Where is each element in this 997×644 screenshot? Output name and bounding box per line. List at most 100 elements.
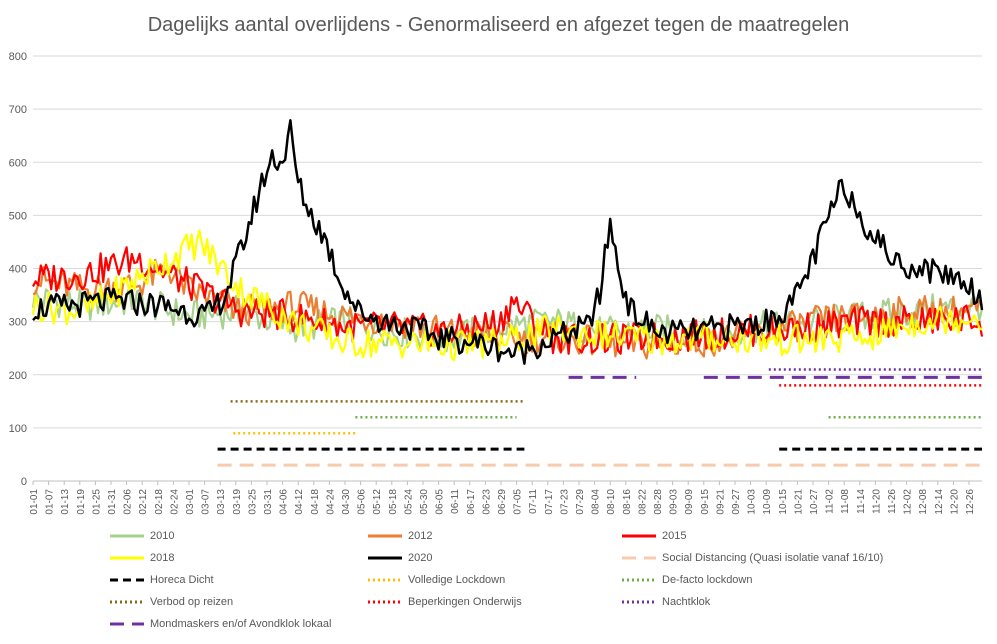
y-tick-label: 400 — [9, 264, 27, 276]
legend-swatch — [110, 534, 144, 538]
legend-item: 2018 — [110, 548, 174, 568]
x-tick-label: 12-14 — [934, 489, 945, 515]
x-tick-label: 10-27 — [809, 489, 820, 515]
x-tick-label: 08-28 — [653, 489, 664, 515]
x-tick-label: 05-12 — [372, 489, 383, 515]
y-axis: 0 100 200 300 400 500 600 700 800 — [9, 51, 27, 488]
x-tick-label: 07-29 — [575, 489, 586, 515]
x-tick-label: 01-31 — [107, 489, 118, 515]
x-tick-label: 10-09 — [762, 489, 773, 515]
legend-item: 2012 — [368, 526, 432, 546]
x-tick-label: 07-17 — [544, 489, 555, 515]
x-tick-label: 04-30 — [341, 489, 352, 515]
legend-swatch — [368, 556, 402, 560]
x-tick-label: 04-18 — [310, 489, 321, 515]
x-tick-label: 06-17 — [466, 489, 477, 515]
x-tick-label: 09-09 — [684, 489, 695, 515]
x-tick-label: 03-31 — [263, 489, 274, 515]
y-tick-label: 100 — [9, 423, 27, 435]
x-tick-label: 03-01 — [185, 489, 196, 515]
legend-swatch — [368, 534, 402, 538]
x-tick-label: 08-22 — [637, 489, 648, 515]
legend-item: 2015 — [622, 526, 686, 546]
x-tick-label: 06-29 — [497, 489, 508, 515]
measure-lines — [217, 368, 982, 467]
x-tick-label: 07-23 — [559, 489, 570, 515]
series-line-2015 — [32, 246, 984, 355]
legend-label: Mondmaskers en/of Avondklok lokaal — [150, 618, 332, 630]
legend-item: Nachtklok — [622, 592, 710, 612]
x-tick-label: 09-03 — [669, 489, 680, 515]
legend-item: Horeca Dicht — [110, 570, 214, 590]
x-tick-label: 01-01 — [29, 489, 40, 515]
legend-label: Horeca Dicht — [150, 574, 214, 586]
x-tick-label: 09-15 — [700, 489, 711, 515]
legend-label: 2020 — [408, 552, 433, 564]
x-tick-label: 08-16 — [622, 489, 633, 515]
x-tick-label: 11-20 — [871, 489, 882, 514]
x-tick-label: 01-19 — [76, 489, 87, 515]
x-tick-label: 08-04 — [591, 489, 602, 515]
x-tick-label: 05-24 — [403, 489, 414, 515]
x-tick-label: 04-24 — [325, 489, 336, 515]
legend-label: 2015 — [662, 530, 687, 542]
legend-label: Nachtklok — [662, 596, 711, 608]
legend-swatch — [110, 622, 144, 626]
series-line-2018 — [31, 229, 983, 362]
x-tick-label: 09-21 — [715, 489, 726, 515]
legend-label: Verbod op reizen — [150, 596, 234, 608]
legend-item: Volledige Lockdown — [368, 570, 505, 590]
x-tick-label: 11-26 — [887, 489, 898, 514]
series-line-2020 — [32, 119, 984, 365]
x-tick-label: 03-13 — [216, 489, 227, 515]
legend-label: Social Distancing (Quasi isolatie vanaf … — [662, 552, 884, 564]
y-tick-label: 300 — [9, 317, 27, 329]
y-tick-label: 700 — [9, 104, 27, 116]
x-tick-label: 12-26 — [965, 489, 976, 515]
legend-label: 2010 — [150, 530, 175, 542]
x-tick-label: 02-12 — [138, 489, 149, 515]
legend-item: De-facto lockdown — [622, 570, 753, 590]
y-tick-label: 0 — [21, 476, 27, 488]
legend-item: 2010 — [110, 526, 174, 546]
x-tick-label: 01-13 — [60, 489, 71, 515]
x-tick-label: 05-30 — [419, 489, 430, 515]
legend-swatch — [622, 578, 656, 582]
x-tick-label: 06-11 — [450, 489, 461, 514]
legend-swatch — [368, 578, 402, 582]
x-tick-label: 10-03 — [747, 489, 758, 515]
x-tick-label: 07-11 — [528, 489, 539, 514]
x-tick-label: 06-23 — [481, 489, 492, 515]
legend-swatch — [110, 578, 144, 582]
x-tick-label: 09-27 — [731, 489, 742, 515]
x-tick-label: 12-20 — [949, 489, 960, 515]
y-tick-label: 600 — [9, 157, 27, 169]
x-tick-label: 12-08 — [918, 489, 929, 515]
legend-label: 2012 — [408, 530, 433, 542]
x-tick-label: 08-10 — [606, 489, 617, 515]
legend-swatch — [110, 600, 144, 604]
x-tick-label: 02-06 — [123, 489, 134, 515]
legend-swatch — [622, 556, 656, 560]
legend-item: Mondmaskers en/of Avondklok lokaal — [110, 614, 331, 634]
legend-item: Beperkingen Onderwijs — [368, 592, 522, 612]
x-tick-label: 11-14 — [856, 489, 867, 514]
x-tick-label: 03-19 — [232, 489, 243, 515]
legend-label: Volledige Lockdown — [408, 574, 506, 586]
legend-item: Verbod op reizen — [110, 592, 233, 612]
y-tick-label: 200 — [9, 370, 27, 382]
x-tick-label: 04-06 — [279, 489, 290, 515]
x-tick-label: 01-07 — [45, 489, 56, 515]
x-tick-label: 11-02 — [825, 489, 836, 514]
legend-label: Beperkingen Onderwijs — [408, 596, 522, 608]
x-tick-label: 03-07 — [201, 489, 212, 515]
x-tick-label: 01-25 — [91, 489, 102, 515]
x-tick-label: 12-02 — [903, 489, 914, 515]
x-tick-label: 05-06 — [357, 489, 368, 515]
legend-item: 2020 — [368, 548, 432, 568]
legend-swatch — [622, 600, 656, 604]
x-tick-label: 06-05 — [435, 489, 446, 515]
x-axis: 01-01 01-07 01-13 01-19 01-25 01-31 02-06 02-12… — [29, 480, 982, 515]
legend: 2010 2012 2015 2018 2020 Social Distancing (Q… — [110, 526, 990, 638]
x-tick-label: 10-21 — [793, 489, 804, 515]
